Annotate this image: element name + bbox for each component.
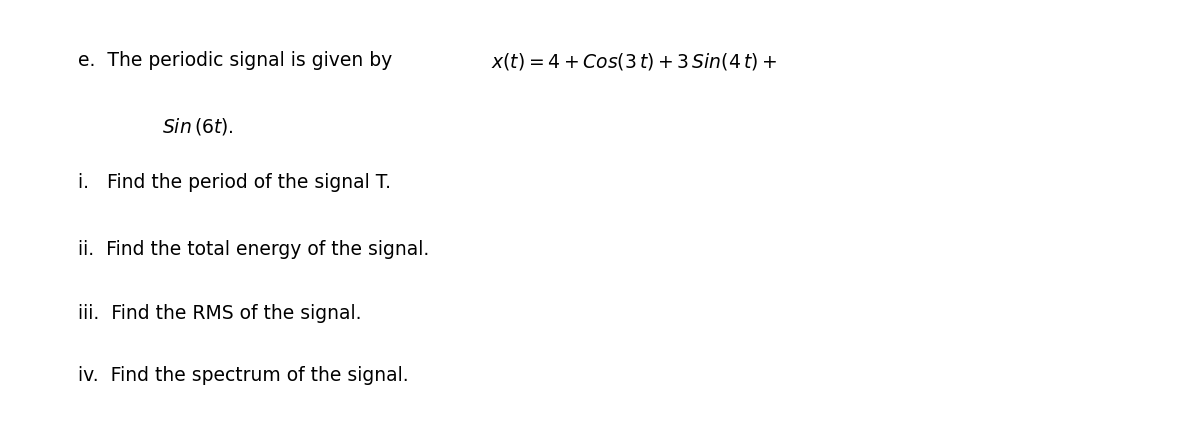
Text: e.  The periodic signal is given by: e. The periodic signal is given by <box>78 51 398 70</box>
Text: iv.  Find the spectrum of the signal.: iv. Find the spectrum of the signal. <box>78 366 409 385</box>
Text: i.   Find the period of the signal T.: i. Find the period of the signal T. <box>78 173 391 192</box>
Text: $Sin\,(6t).$: $Sin\,(6t).$ <box>162 116 234 137</box>
Text: iii.  Find the RMS of the signal.: iii. Find the RMS of the signal. <box>78 304 361 323</box>
Text: ii.  Find the total energy of the signal.: ii. Find the total energy of the signal. <box>78 240 430 259</box>
Text: $x(t) = 4 + Cos(3\,t) + 3\,Sin(4\,t) +$: $x(t) = 4 + Cos(3\,t) + 3\,Sin(4\,t) +$ <box>491 51 778 72</box>
